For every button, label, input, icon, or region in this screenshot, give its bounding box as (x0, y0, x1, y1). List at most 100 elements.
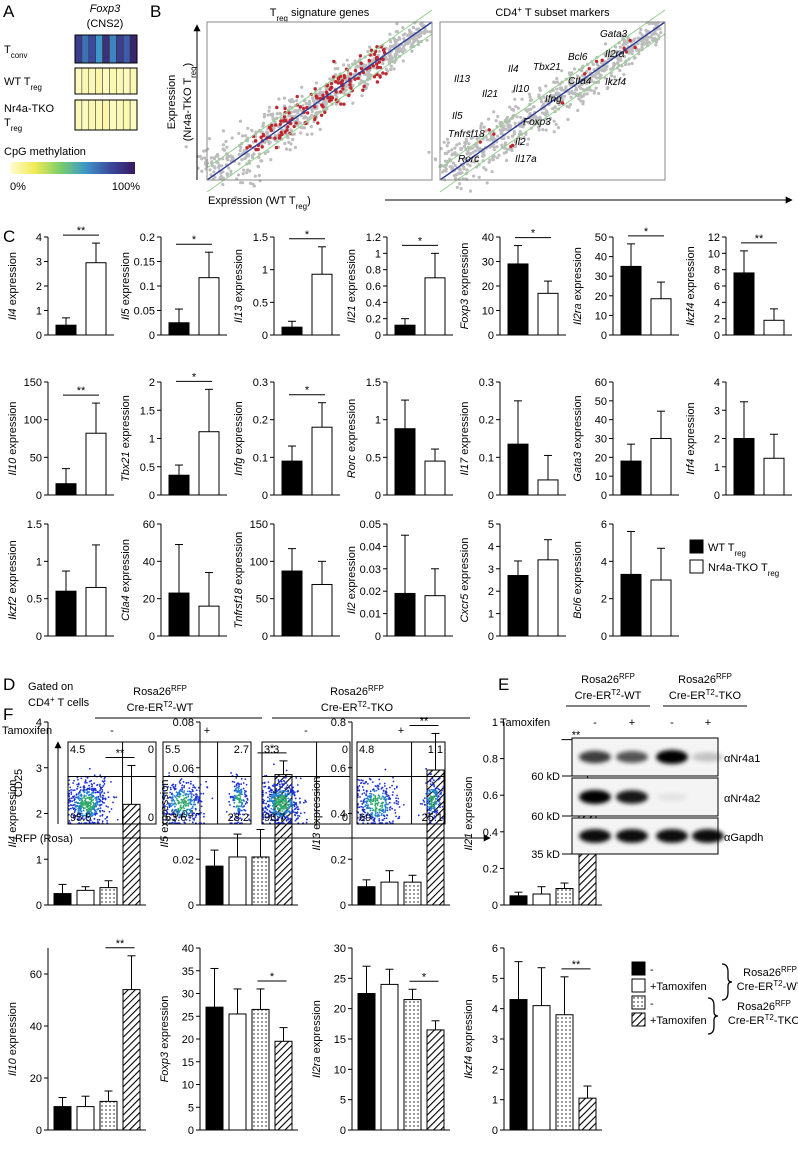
gene-dot-highlight (248, 144, 252, 148)
heat-cell (116, 34, 124, 64)
y-axis-label: Foxp3 expression (159, 996, 171, 1083)
gene-dot (584, 78, 588, 82)
cell-dot (362, 809, 365, 812)
y-tick-label: 10 (595, 310, 607, 322)
text-part: WT T (708, 542, 735, 554)
cell-dot (426, 790, 429, 792)
gene-dot (595, 62, 599, 67)
cell-dot (99, 804, 102, 806)
bar (537, 292, 559, 336)
cell-dot (91, 814, 94, 817)
treatment-label: Tamoxifen (500, 717, 550, 729)
y-tick-label: 35 (182, 966, 194, 978)
panel-label: E (498, 675, 509, 694)
text-part: expression (233, 532, 245, 588)
cell-dot (189, 801, 192, 803)
cell-dot (423, 800, 426, 803)
gene-dot (322, 101, 327, 105)
cell-dot (90, 785, 93, 788)
gene-dot (553, 106, 557, 110)
gene-dot (296, 111, 300, 115)
cell-dot (382, 792, 384, 795)
gene-dot (464, 157, 468, 161)
bar (53, 893, 72, 906)
cell-dot (176, 791, 179, 794)
cell-dot (361, 786, 364, 788)
gene-label: Tbx21 (533, 62, 561, 73)
bar (85, 586, 107, 637)
gene-dot (462, 144, 467, 149)
bar (122, 989, 141, 1131)
y-tick-label: 20 (30, 1073, 42, 1085)
cell-dot (88, 798, 91, 801)
y-axis-label: Ikzf4 expression (463, 999, 475, 1079)
cell-dot (378, 811, 381, 814)
bar (311, 426, 333, 496)
cell-dot (294, 811, 296, 814)
gene-dot (622, 55, 627, 59)
gene-dot (569, 95, 573, 99)
gene-dot (273, 120, 277, 124)
gene-dot-highlight (282, 115, 287, 119)
gene-dot-highlight (313, 105, 317, 109)
cell-dot (95, 789, 97, 792)
heat-cell (129, 67, 138, 95)
gene-dot-highlight (327, 99, 332, 103)
cell-dot (205, 780, 208, 783)
cell-dot (81, 801, 84, 804)
heat-cell (122, 34, 131, 64)
blot-antibody: αGapdh (724, 832, 763, 844)
cell-dot (289, 803, 292, 806)
gene-dot (333, 67, 337, 71)
gene-dot (570, 89, 574, 93)
text-part: Ikzf4 (685, 303, 697, 326)
cell-dot (187, 793, 190, 796)
cell-dot (439, 802, 441, 805)
cell-dot (187, 781, 190, 784)
gene-dot (639, 27, 643, 32)
cell-dot (84, 803, 87, 806)
y-tick-label: 0.1 (140, 281, 155, 293)
cell-dot (384, 809, 387, 812)
cell-dot (430, 807, 433, 809)
gene-dot (291, 137, 295, 142)
gene-dot (345, 58, 349, 62)
gene-dot (458, 182, 462, 186)
gene-dot (454, 131, 459, 136)
text-part: reg (768, 569, 779, 578)
cell-dot (385, 817, 388, 820)
y-axis-label: Bcl6 expression (572, 541, 584, 619)
y-tick-label: 1 (375, 415, 381, 427)
cell-dot (91, 787, 94, 790)
cell-dot (393, 787, 396, 790)
gene-dot-highlight (326, 95, 330, 100)
text-part: CD4 (28, 697, 50, 709)
cell-dot (376, 811, 379, 814)
text-part: Il5 (159, 835, 171, 848)
cell-dot (270, 789, 273, 792)
cell-dot (94, 791, 97, 794)
cell-dot (173, 805, 176, 808)
cell-dot (72, 804, 75, 806)
cell-dot (184, 793, 187, 795)
y-tick-label: 1.5 (140, 405, 155, 417)
gene-dot (452, 174, 456, 178)
legend-label: - (650, 964, 654, 976)
quadrant-value: 0 (148, 812, 154, 824)
cell-dot (196, 793, 198, 796)
text-part: Il10 (7, 1057, 19, 1076)
gene-dot (389, 67, 393, 72)
cell-dot (373, 817, 376, 820)
gene-label: Il4 (508, 64, 519, 75)
gene-dot (633, 56, 637, 60)
gene-label: Ctla4 (568, 76, 592, 87)
text-part: Foxp3 (159, 1051, 171, 1082)
cell-dot (240, 802, 243, 804)
y-tick-label: 60 (595, 377, 607, 389)
quadrant-value: 5.5 (165, 744, 180, 756)
cell-dot (270, 800, 273, 803)
gate-label: CD4+ T cells (28, 695, 90, 710)
gene-dot (513, 121, 517, 125)
y-tick-label: 3 (488, 564, 494, 576)
y-tick-label: 0.06 (173, 763, 194, 775)
